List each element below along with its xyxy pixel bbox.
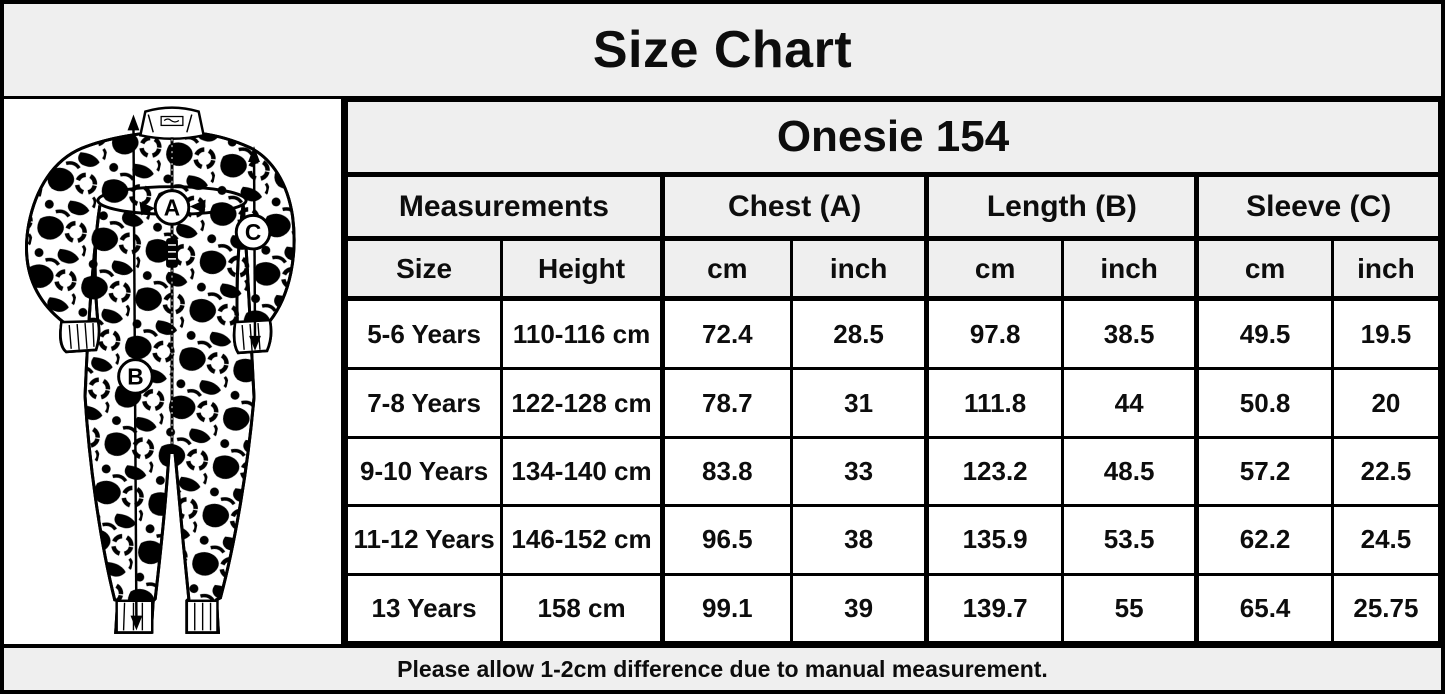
value-cell: 19.5 bbox=[1330, 296, 1442, 371]
height-cell: 122-128 cm bbox=[500, 367, 664, 439]
value-cell: 135.9 bbox=[924, 504, 1064, 576]
value-cell: 44 bbox=[1060, 367, 1199, 439]
value-cell: 38.5 bbox=[1060, 296, 1199, 371]
table-row: 9-10 Years 134-140 cm 83.8 33 123.2 48.5… bbox=[344, 435, 1442, 508]
value-cell: 111.8 bbox=[924, 367, 1064, 439]
marker-c-label: C bbox=[245, 219, 261, 245]
value-cell: 123.2 bbox=[924, 435, 1064, 508]
col-group-measurements: Measurements bbox=[345, 173, 664, 241]
value-cell: 99.1 bbox=[659, 572, 793, 645]
measurement-note: Please allow 1-2cm difference due to man… bbox=[397, 655, 1048, 682]
value-cell: 57.2 bbox=[1194, 435, 1334, 508]
table-row: 7-8 Years 122-128 cm 78.7 31 111.8 44 50… bbox=[344, 367, 1442, 439]
column-group-row: Measurements Chest (A) Length (B) Sleeve… bbox=[345, 173, 1441, 241]
value-cell: 25.75 bbox=[1330, 572, 1442, 645]
length-measure-b: B bbox=[117, 114, 154, 631]
page-title: Size Chart bbox=[592, 21, 853, 79]
value-cell: 50.8 bbox=[1194, 367, 1334, 439]
size-cell: 7-8 Years bbox=[344, 367, 504, 439]
main-area: A B C bbox=[4, 99, 1442, 645]
col-size: Size bbox=[344, 237, 504, 301]
column-header-row: Size Height cm inch cm inch cm inch bbox=[344, 237, 1442, 301]
onesie-illustration: A B C bbox=[4, 99, 345, 644]
col-sleeve-cm: cm bbox=[1194, 237, 1334, 301]
collar bbox=[138, 106, 206, 140]
value-cell: 55 bbox=[1060, 572, 1199, 645]
value-cell: 39 bbox=[789, 572, 929, 645]
marker-b-label: B bbox=[127, 363, 143, 389]
value-cell: 83.8 bbox=[659, 435, 793, 508]
col-height: Height bbox=[500, 237, 664, 301]
size-cell: 9-10 Years bbox=[344, 435, 504, 508]
col-group-chest: Chest (A) bbox=[659, 173, 929, 241]
value-cell: 33 bbox=[789, 435, 929, 508]
value-cell: 62.2 bbox=[1194, 504, 1334, 576]
value-cell: 24.5 bbox=[1330, 504, 1442, 576]
marker-a-circle bbox=[153, 189, 191, 226]
value-cell: 96.5 bbox=[659, 504, 793, 576]
value-cell: 49.5 bbox=[1194, 296, 1334, 371]
footer-note-bar: Please allow 1-2cm difference due to man… bbox=[4, 644, 1441, 690]
table-row: 5-6 Years 110-116 cm 72.4 28.5 97.8 38.5… bbox=[344, 296, 1442, 371]
value-cell: 78.7 bbox=[659, 367, 793, 439]
value-cell: 22.5 bbox=[1330, 435, 1442, 508]
value-cell: 28.5 bbox=[789, 296, 929, 371]
chest-measure-a: A bbox=[96, 185, 248, 226]
marker-b-circle bbox=[117, 358, 154, 395]
table-row: 13 Years 158 cm 99.1 39 139.7 55 65.4 25… bbox=[344, 572, 1442, 645]
value-cell: 53.5 bbox=[1060, 504, 1199, 576]
value-cell: 38 bbox=[789, 504, 929, 576]
value-cell: 97.8 bbox=[924, 296, 1064, 371]
value-cell: 72.4 bbox=[659, 296, 793, 371]
height-cell: 158 cm bbox=[500, 572, 664, 645]
marker-c-circle bbox=[234, 213, 272, 251]
product-name: Onesie 154 bbox=[345, 99, 1441, 177]
table-row: 11-12 Years 146-152 cm 96.5 38 135.9 53.… bbox=[344, 504, 1442, 576]
value-cell: 48.5 bbox=[1060, 435, 1199, 508]
col-group-sleeve: Sleeve (C) bbox=[1194, 173, 1441, 241]
col-length-inch: inch bbox=[1060, 237, 1199, 301]
size-cell: 5-6 Years bbox=[344, 296, 504, 371]
height-cell: 146-152 cm bbox=[500, 504, 664, 576]
zipper-pull bbox=[166, 238, 178, 268]
col-sleeve-inch: inch bbox=[1330, 237, 1442, 301]
size-cell: 13 Years bbox=[344, 572, 504, 645]
value-cell: 65.4 bbox=[1194, 572, 1334, 645]
size-table: Onesie 154 Measurements Chest (A) Length… bbox=[344, 99, 1442, 645]
height-cell: 134-140 cm bbox=[500, 435, 664, 508]
col-chest-inch: inch bbox=[789, 237, 929, 301]
value-cell: 31 bbox=[789, 367, 929, 439]
onesie-drawing: A B C bbox=[24, 106, 296, 634]
value-cell: 139.7 bbox=[924, 572, 1064, 645]
col-length-cm: cm bbox=[924, 237, 1064, 301]
size-table-wrap: Onesie 154 Measurements Chest (A) Length… bbox=[344, 99, 1442, 645]
col-chest-cm: cm bbox=[659, 237, 793, 301]
marker-a-label: A bbox=[164, 194, 180, 220]
title-bar: Size Chart bbox=[4, 4, 1441, 99]
value-cell: 20 bbox=[1330, 367, 1442, 439]
size-cell: 11-12 Years bbox=[344, 504, 504, 576]
col-group-length: Length (B) bbox=[924, 173, 1199, 241]
product-header-row: Onesie 154 bbox=[345, 99, 1441, 177]
height-cell: 110-116 cm bbox=[500, 296, 664, 371]
sleeve-measure-c: C bbox=[234, 146, 272, 351]
